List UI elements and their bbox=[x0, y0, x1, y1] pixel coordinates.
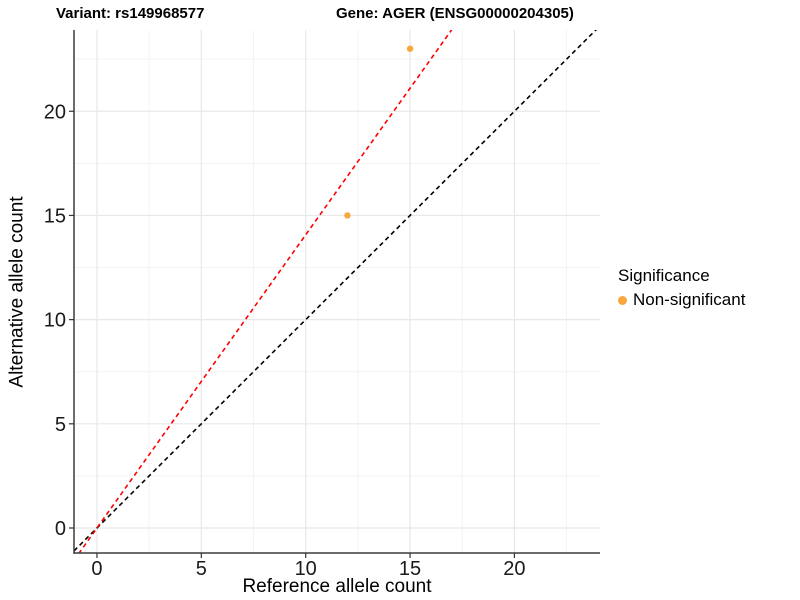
x-axis-title: Reference allele count bbox=[242, 576, 432, 597]
x-tick-label: 15 bbox=[399, 558, 421, 580]
legend-item-non-significant: Non-significant bbox=[618, 290, 745, 310]
data-point bbox=[344, 212, 351, 219]
y-tick-label: 0 bbox=[55, 518, 66, 540]
legend-point-swatch bbox=[618, 295, 627, 305]
data-point bbox=[406, 45, 414, 52]
x-tick-label: 0 bbox=[91, 558, 102, 580]
variant-title: Variant: rs149968577 bbox=[56, 5, 205, 22]
legend: Significance Non-significant bbox=[618, 266, 745, 310]
legend-title: Significance bbox=[618, 266, 710, 285]
y-axis-title: Alternative allele count bbox=[6, 196, 28, 388]
legend-item-label: Non-significant bbox=[633, 290, 746, 309]
abline-layer bbox=[74, 30, 597, 553]
y-tick-label: 10 bbox=[44, 310, 66, 332]
y-tick-label: 15 bbox=[44, 205, 66, 227]
x-tick-label: 10 bbox=[295, 558, 317, 580]
gene-title: Gene: AGER (ENSG00000204305) bbox=[336, 5, 574, 22]
x-tick-label: 5 bbox=[196, 558, 207, 580]
x-tick-label: 20 bbox=[503, 558, 525, 580]
y-tick-label: 5 bbox=[55, 414, 66, 436]
identity-line bbox=[74, 30, 597, 552]
y-tick-label: 20 bbox=[44, 101, 66, 123]
